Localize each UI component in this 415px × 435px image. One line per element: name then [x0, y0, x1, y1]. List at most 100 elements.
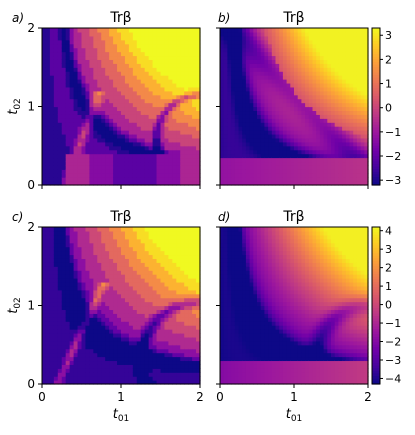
heatmap-cell	[89, 302, 94, 307]
heatmap-cell	[157, 298, 162, 303]
heatmap-cell	[101, 67, 106, 72]
heatmap-cell	[192, 239, 197, 244]
heatmap-cell	[117, 52, 122, 57]
heatmap-cell	[313, 110, 317, 115]
heatmap-cell	[287, 67, 291, 72]
heatmap-cell	[46, 262, 51, 267]
heatmap-cell	[62, 154, 67, 159]
heatmap-cell	[105, 309, 110, 314]
heatmap-cell	[129, 360, 134, 365]
heatmap-cell	[46, 278, 51, 283]
heatmap-cell	[176, 161, 181, 166]
heatmap-cell	[133, 298, 138, 303]
heatmap-cell	[145, 251, 150, 256]
heatmap-cell	[117, 353, 122, 358]
heatmap-cell	[125, 313, 130, 318]
heatmap-cell	[157, 87, 162, 92]
heatmap-cell	[117, 364, 122, 369]
heatmap-cell	[224, 63, 228, 68]
heatmap-cell	[145, 40, 150, 45]
heatmap-cell	[361, 36, 365, 41]
heatmap-cell	[54, 325, 59, 330]
heatmap-cell	[125, 52, 130, 57]
heatmap-cell	[164, 329, 169, 334]
heatmap-cell	[361, 63, 365, 68]
heatmap-cell	[220, 368, 224, 373]
heatmap-cell	[290, 83, 294, 88]
heatmap-cell	[361, 173, 365, 178]
heatmap-cell	[172, 173, 177, 178]
heatmap-cell	[276, 52, 280, 57]
heatmap-cell	[257, 114, 261, 119]
heatmap-cell	[272, 48, 276, 53]
heatmap-cell	[50, 118, 55, 123]
heatmap-cell	[353, 44, 357, 49]
heatmap-cell	[301, 110, 305, 115]
heatmap-cell	[82, 258, 87, 263]
heatmap-cell	[62, 173, 67, 178]
heatmap-cell	[133, 63, 138, 68]
heatmap-cell	[58, 103, 63, 108]
heatmap-cell	[298, 177, 302, 182]
heatmap-cell	[335, 161, 339, 166]
heatmap-cell	[301, 142, 305, 147]
heatmap-cell	[149, 270, 154, 275]
heatmap-cell	[253, 95, 257, 100]
heatmap-cell	[93, 173, 98, 178]
heatmap-cell	[320, 103, 324, 108]
heatmap-cell	[93, 99, 98, 104]
heatmap-cell	[224, 321, 228, 326]
heatmap-cell	[117, 254, 122, 259]
heatmap-cell	[324, 28, 328, 33]
heatmap-cell	[361, 142, 365, 147]
heatmap-cell	[129, 313, 134, 318]
heatmap-cell	[74, 71, 79, 76]
heatmap-cell	[105, 48, 110, 53]
heatmap-cell	[113, 298, 118, 303]
heatmap-cell	[283, 99, 287, 104]
heatmap-cell	[188, 266, 193, 271]
heatmap-cell	[324, 126, 328, 131]
heatmap-cell	[74, 298, 79, 303]
heatmap-cell	[168, 231, 173, 236]
heatmap-cell	[125, 376, 130, 381]
heatmap-cell	[227, 52, 231, 57]
heatmap-cell	[42, 262, 47, 267]
heatmap-cell	[74, 325, 79, 330]
heatmap-cell	[50, 142, 55, 147]
heatmap-cell	[305, 32, 309, 37]
heatmap-cell	[184, 142, 189, 147]
heatmap-cell	[220, 360, 224, 365]
heatmap-cell	[66, 364, 71, 369]
heatmap-cell	[161, 353, 166, 358]
heatmap-cell	[176, 173, 181, 178]
heatmap-cell	[188, 63, 193, 68]
heatmap-cell	[313, 75, 317, 80]
heatmap-cell	[239, 118, 243, 123]
heatmap-cell	[66, 290, 71, 295]
heatmap-cell	[54, 329, 59, 334]
heatmap-cell	[101, 274, 106, 279]
heatmap-cell	[257, 63, 261, 68]
heatmap-cell	[133, 83, 138, 88]
heatmap-cell	[109, 278, 114, 283]
heatmap-cell	[168, 239, 173, 244]
heatmap-cell	[133, 247, 138, 252]
heatmap-cell	[172, 337, 177, 342]
heatmap-cell	[78, 247, 83, 252]
heatmap-cell	[74, 110, 79, 115]
heatmap-cell	[105, 282, 110, 287]
heatmap-cell	[161, 63, 166, 68]
heatmap-cell	[54, 286, 59, 291]
heatmap-cell	[70, 130, 75, 135]
heatmap-cell	[172, 357, 177, 362]
heatmap-cell	[279, 161, 283, 166]
heatmap-cell	[188, 290, 193, 295]
heatmap-cell	[180, 118, 185, 123]
heatmap-cell	[97, 372, 102, 377]
heatmap-cell	[46, 118, 51, 123]
heatmap-cell	[192, 270, 197, 275]
heatmap-cell	[342, 91, 346, 96]
heatmap-cell	[320, 177, 324, 182]
heatmap-cell	[220, 317, 224, 322]
